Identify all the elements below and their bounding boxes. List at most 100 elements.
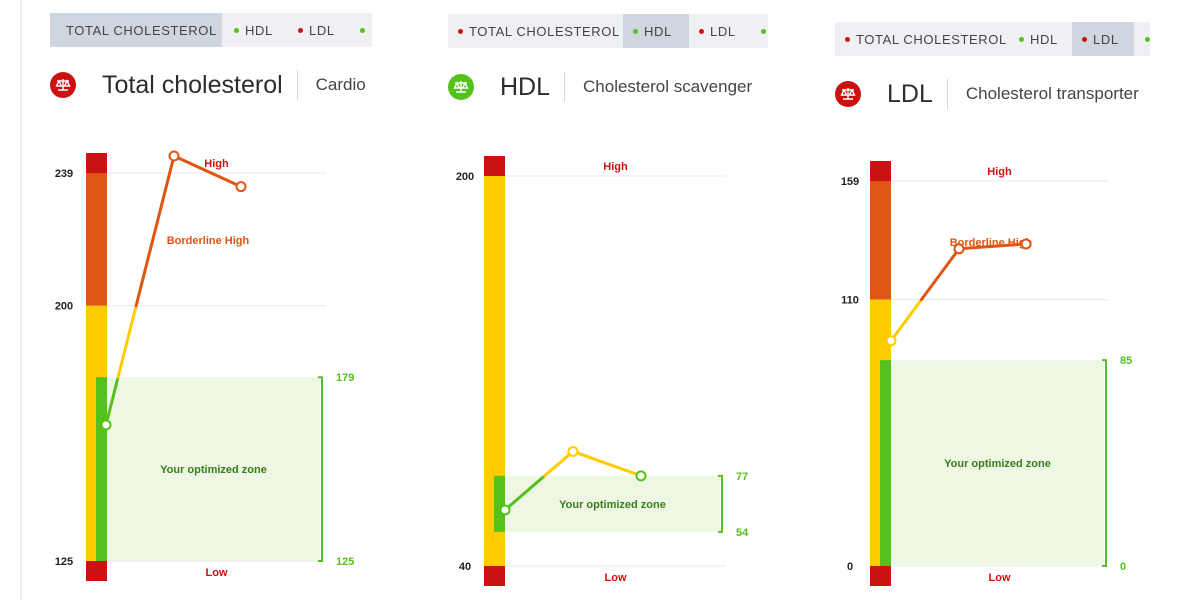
dot-red-icon: [1082, 36, 1087, 42]
risk-bar-optimal: [494, 475, 505, 532]
y-tick-label: 200: [55, 301, 73, 313]
series-line-segment: [134, 154, 176, 308]
zone-bracket: [1102, 359, 1107, 567]
data-point: [953, 243, 965, 255]
tab-hdl[interactable]: HDL: [1009, 22, 1068, 56]
band-label-low: Low: [206, 567, 228, 579]
tab-label: LDL: [710, 23, 736, 39]
band-label-borderline: Borderline High: [167, 235, 250, 247]
band-label-low: Low: [989, 572, 1011, 584]
chart: 200 40 High Low Your optimized zone 77 54: [456, 156, 749, 586]
dot-green-icon: [633, 28, 638, 34]
tab-ldl[interactable]: LDL: [288, 13, 345, 47]
y-tick-label: 239: [55, 168, 73, 180]
tab-hdl[interactable]: HDL: [224, 13, 283, 47]
panel-header: LDL Cholesterol transporter: [835, 74, 1190, 114]
page-subtitle: Cholesterol scavenger: [583, 77, 753, 96]
tab-label: HDL: [644, 23, 672, 39]
y-tick-label: 200: [456, 171, 474, 183]
risk-bar-borderline: [86, 173, 107, 306]
data-point: [635, 470, 647, 482]
tab-overflow[interactable]: [350, 13, 372, 47]
panel-header: Total cholesterol Cardio: [50, 65, 372, 105]
series-line-segment: [919, 247, 961, 302]
scale-icon: [50, 72, 76, 98]
panel-total-cholesterol: TOTAL CHOLESTEROL HDL LDL Total choleste…: [0, 0, 390, 600]
zone-min-label: 0: [1120, 561, 1126, 573]
left-border: [20, 0, 22, 600]
data-point: [567, 445, 579, 457]
data-point: [168, 150, 180, 162]
tab-total-cholesterol[interactable]: TOTAL CHOLESTEROL: [448, 14, 630, 48]
tab-label: TOTAL CHOLESTEROL: [66, 22, 217, 38]
tab-hdl[interactable]: HDL: [623, 14, 689, 48]
series-line-segment: [104, 375, 120, 427]
data-point: [499, 504, 511, 516]
tab-bar: TOTAL CHOLESTEROL HDL LDL: [50, 13, 372, 47]
optimized-zone: [107, 377, 320, 561]
zone-max-label: 77: [736, 471, 748, 483]
tab-label: HDL: [1030, 31, 1058, 47]
page-title: LDL: [887, 79, 933, 108]
risk-bar-high-cap: [870, 161, 891, 181]
dot-green-icon: [1019, 36, 1024, 42]
zone-label: Your optimized zone: [160, 464, 267, 476]
chart: 239 200 125 High Low Borderline High Your opti…: [55, 150, 354, 581]
tab-ldl[interactable]: LDL: [1072, 22, 1134, 56]
zone-bracket: [318, 376, 323, 562]
series-line-segment: [116, 304, 138, 379]
dot-green-icon: [360, 27, 365, 33]
panel-header: HDL Cholesterol scavenger: [448, 67, 788, 107]
tab-label: HDL: [245, 22, 273, 38]
y-tick-label: 110: [841, 295, 859, 307]
panel-ldl: TOTAL CHOLESTEROL HDL LDL LDL Cholestero…: [800, 0, 1190, 600]
series-line-segment: [889, 298, 923, 343]
dot-green-icon: [761, 28, 766, 34]
header-divider: [564, 72, 566, 102]
data-point: [235, 181, 247, 193]
series-line-segment: [503, 474, 547, 512]
tab-label: TOTAL CHOLESTEROL: [856, 31, 1007, 47]
risk-bar-low-cap: [484, 566, 505, 586]
tab-label: TOTAL CHOLESTEROL: [469, 23, 620, 39]
series-line-segment: [543, 449, 575, 478]
series-line-segment: [571, 449, 643, 478]
zone-label: Your optimized zone: [944, 458, 1051, 470]
series-line-segment: [172, 154, 243, 189]
band-label-high: High: [204, 158, 229, 170]
y-tick-label: 159: [841, 176, 859, 188]
tab-label: LDL: [309, 22, 335, 38]
risk-bar-optimal: [880, 360, 891, 566]
tab-bar: TOTAL CHOLESTEROL HDL LDL: [835, 22, 1150, 56]
y-tick-label: 0: [847, 561, 853, 573]
tab-overflow[interactable]: [1135, 22, 1150, 56]
band-label-high: High: [603, 161, 628, 173]
tab-total-cholesterol[interactable]: TOTAL CHOLESTEROL: [835, 22, 1017, 56]
header-divider: [946, 79, 948, 109]
risk-bar-high-cap: [484, 156, 505, 176]
page-subtitle: Cardio: [315, 75, 366, 94]
risk-bar-borderline: [870, 181, 891, 300]
risk-bar-low-cap: [86, 561, 107, 581]
data-point: [100, 419, 112, 431]
tab-ldl[interactable]: LDL: [689, 14, 746, 48]
risk-bar-normal: [484, 176, 505, 566]
data-point: [1020, 238, 1032, 250]
band-label-low: Low: [605, 572, 627, 584]
zone-label: Your optimized zone: [559, 499, 666, 511]
header-divider: [296, 70, 298, 100]
dot-green-icon: [234, 27, 239, 33]
scale-icon: [448, 74, 474, 100]
scale-icon: [835, 81, 861, 107]
optimized-zone: [891, 360, 1104, 566]
tab-total-cholesterol[interactable]: TOTAL CHOLESTEROL: [50, 13, 222, 47]
y-tick-label: 125: [55, 556, 73, 568]
tab-overflow[interactable]: [751, 14, 768, 48]
data-point: [885, 335, 897, 347]
risk-bar-high-cap: [86, 153, 107, 173]
tab-label: LDL: [1093, 31, 1119, 47]
page-subtitle: Cholesterol transporter: [965, 84, 1139, 103]
zone-max-label: 179: [336, 372, 354, 384]
optimized-zone: [505, 475, 720, 532]
risk-bar-low-cap: [870, 566, 891, 586]
